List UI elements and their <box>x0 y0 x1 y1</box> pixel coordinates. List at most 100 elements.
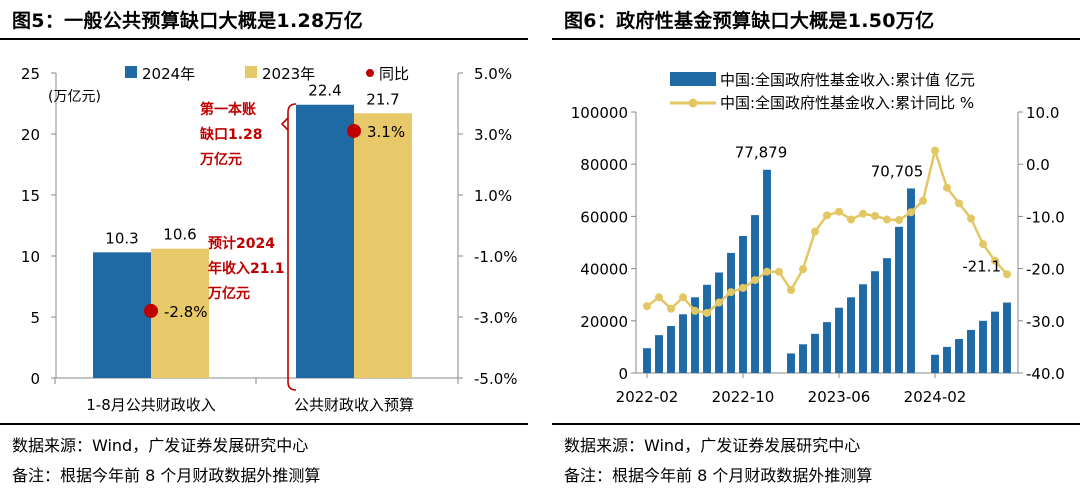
right-yoy-point <box>919 196 927 205</box>
left-y2-tick-label: 1.0% <box>474 187 512 205</box>
right-yoy-point <box>679 293 687 302</box>
right-yoy-point <box>811 227 819 236</box>
right-bar <box>727 252 735 373</box>
right-bar <box>655 335 663 373</box>
left-source-note: 数据来源：Wind，广发证券发展研究中心 <box>12 436 309 455</box>
left-y-tick-label: 5 <box>30 309 40 327</box>
right-bar <box>1003 302 1011 373</box>
right-yoy-point <box>955 199 963 208</box>
left-bar-value-label: 10.6 <box>163 226 196 244</box>
right-bar <box>799 344 807 373</box>
left-annotation-bracket <box>287 103 297 391</box>
left-annotation-gap: 万亿元 <box>199 151 242 168</box>
right-yoy-point <box>835 207 843 216</box>
left-bar-2024 <box>296 104 354 378</box>
left-legend-label-yoy: 同比 <box>379 65 409 83</box>
left-legend-swatch-2024 <box>125 66 137 78</box>
right-yoy-point <box>823 211 831 220</box>
right-bar <box>835 307 843 373</box>
right-yoy-point <box>799 265 807 274</box>
left-chart-title: 图5：一般公共预算缺口大概是1.28万亿 <box>12 10 364 32</box>
right-yoy-point <box>847 215 855 224</box>
left-bar-2023 <box>151 248 209 378</box>
left-title-rule <box>0 38 528 40</box>
right-y2-tick-label: 10.0 <box>1026 104 1059 122</box>
right-bar <box>955 339 963 373</box>
right-bar <box>667 326 675 373</box>
right-legend-swatch-marker <box>688 98 698 108</box>
right-yoy-point <box>1003 270 1011 279</box>
right-yoy-point <box>979 240 987 249</box>
left-x-tick-label: 公共财政收入预算 <box>294 396 414 414</box>
right-x-tick-label: 2022-10 <box>712 388 775 406</box>
right-bar <box>907 188 915 373</box>
left-annotation-forecast: 万亿元 <box>207 285 250 302</box>
right-chart-title: 图6：政府性基金预算缺口大概是1.50万亿 <box>564 10 935 32</box>
left-legend-label-2024: 2024年 <box>142 65 195 83</box>
right-remark-note: 备注：根据今年前 8 个月财政数据外推测算 <box>564 466 873 485</box>
right-yoy-point <box>751 276 759 285</box>
right-bar <box>979 320 987 373</box>
left-bar-2024 <box>93 252 151 378</box>
left-y2-tick-label: 3.0% <box>474 126 512 144</box>
right-source-note: 数据来源：Wind，广发证券发展研究中心 <box>564 436 861 455</box>
right-yoy-point <box>739 283 747 292</box>
right-peak-label: 70,705 <box>871 162 924 180</box>
right-legend-label-line: 中国:全国政府性基金收入:累计同比 % <box>720 94 974 112</box>
left-y-tick-label: 20 <box>21 126 40 144</box>
right-y-tick-label: 0 <box>618 365 628 383</box>
right-bar <box>703 284 711 373</box>
left-y-tick-label: 10 <box>21 248 40 266</box>
left-footer-rule <box>0 423 528 425</box>
left-yoy-dot <box>347 123 361 138</box>
left-annotation-forecast: 预计2024 <box>208 235 275 252</box>
right-yoy-point <box>895 216 903 225</box>
right-yoy-point <box>871 211 879 220</box>
right-bar <box>943 346 951 373</box>
right-yoy-point <box>727 288 735 297</box>
left-yoy-label: 3.1% <box>367 123 405 141</box>
right-yoy-point <box>907 208 915 217</box>
right-yoy-point <box>775 267 783 276</box>
left-x-tick-label: 1-8月公共财政收入 <box>86 396 216 414</box>
right-bar <box>691 297 699 373</box>
left-y2-tick-label: 5.0% <box>474 65 512 83</box>
left-y2-tick-label: -5.0% <box>474 370 518 388</box>
right-x-tick-label: 2023-06 <box>808 388 871 406</box>
right-panel: 图6：政府性基金预算缺口大概是1.50万亿 100000 80000 60000 40… <box>552 0 1080 489</box>
left-y-tick-label: 25 <box>21 65 40 83</box>
left-legend-swatch-yoy <box>366 69 374 77</box>
left-bar-value-label: 21.7 <box>366 90 399 108</box>
right-yoy-point <box>967 214 975 223</box>
right-yoy-point <box>703 308 711 317</box>
left-bar-value-label: 22.4 <box>308 82 341 100</box>
right-y-tick-label: 80000 <box>580 156 628 174</box>
right-bar <box>847 297 855 373</box>
right-last-yoy-label: -21.1 <box>962 257 1001 275</box>
left-panel: 图5：一般公共预算缺口大概是1.28万亿 25 20 15 10 5 0 5.0% 3.0% 1… <box>0 0 528 489</box>
right-bar <box>823 322 831 373</box>
left-annotation-bracket-tip <box>280 117 289 131</box>
right-bar <box>751 215 759 373</box>
right-yoy-point <box>691 306 699 315</box>
right-bar <box>643 348 651 373</box>
left-annotation-gap: 缺口1.28 <box>200 126 263 143</box>
right-legend-swatch-bar <box>670 72 716 86</box>
right-yoy-point <box>991 256 999 265</box>
right-y-tick-label: 100000 <box>571 104 628 122</box>
right-bar <box>715 272 723 373</box>
right-y2-tick-label: -30.0 <box>1026 313 1065 331</box>
left-bar-value-label: 10.3 <box>105 229 138 247</box>
left-y-axis-label: (万亿元) <box>48 89 101 105</box>
left-chart: 25 20 15 10 5 0 5.0% 3.0% 1.0% -1.0% -3.0% -5.0% (万亿… <box>21 65 518 414</box>
right-title-rule <box>552 38 1080 40</box>
right-yoy-point <box>643 302 651 311</box>
right-bar <box>787 353 795 373</box>
left-y2-tick-label: -3.0% <box>474 309 518 327</box>
right-y2-tick-label: 0.0 <box>1026 156 1050 174</box>
right-bar <box>811 333 819 373</box>
right-footer-rule <box>552 423 1080 425</box>
left-legend-swatch-2023 <box>245 66 257 78</box>
right-y-tick-label: 40000 <box>580 261 628 279</box>
right-yoy-point <box>667 304 675 313</box>
